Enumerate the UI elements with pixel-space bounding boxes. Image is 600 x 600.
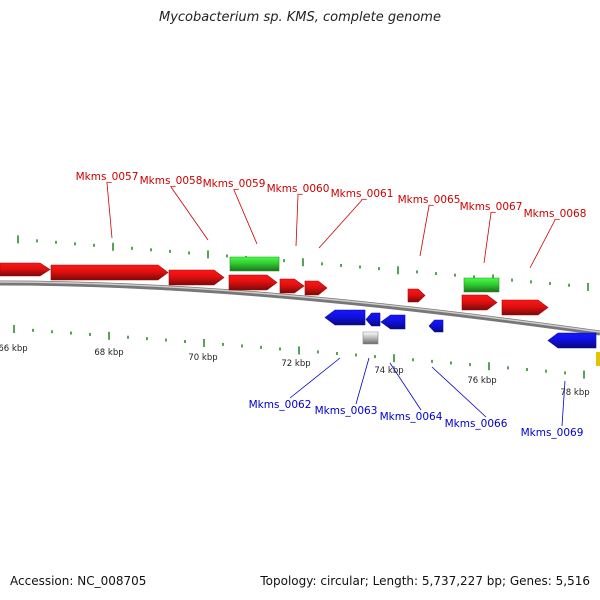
genome-backbone-highlight: [0, 281, 600, 333]
scale-label: 72 kbp: [281, 359, 310, 369]
gene-label[interactable]: Mkms_0066: [445, 418, 508, 430]
reverse-gene-feature[interactable]: [428, 319, 444, 333]
leader-line: [483, 212, 492, 264]
misc-feature[interactable]: [596, 352, 600, 366]
gene-features: [0, 256, 600, 366]
gene-label[interactable]: Mkms_0067: [460, 201, 523, 213]
leader-line: [289, 357, 341, 399]
leader-line: [318, 199, 363, 249]
leader-line: [529, 219, 556, 269]
reverse-gene-feature[interactable]: [380, 314, 406, 330]
gene-label[interactable]: Mkms_0069: [521, 427, 584, 439]
accession-label: Accession: NC_008705: [10, 574, 147, 588]
page-title: Mycobacterium sp. KMS, complete genome: [159, 10, 441, 25]
leader-line: [355, 357, 370, 405]
gene-label[interactable]: Mkms_0064: [380, 411, 443, 423]
gene-labels: Mkms_0057 Mkms_0058 Mkms_0059 Mkms_0060 Mkms…: [76, 171, 587, 439]
leader-line: [431, 366, 487, 418]
reverse-gene-feature[interactable]: [324, 309, 366, 326]
forward-gene-feature[interactable]: [279, 278, 305, 294]
genome-backbone: [0, 280, 600, 336]
genome-summary-label: Topology: circular; Length: 5,737,227 bp…: [260, 574, 590, 588]
leader-line: [106, 182, 113, 239]
label-leader-lines: [106, 182, 566, 427]
scale-label: 70 kbp: [188, 353, 217, 363]
forward-gene-feature[interactable]: [501, 299, 549, 316]
leader-line: [561, 380, 566, 427]
gene-label[interactable]: Mkms_0059: [203, 178, 266, 190]
scale-label: 66 kbp: [0, 344, 28, 354]
gene-label[interactable]: Mkms_0057: [76, 171, 139, 183]
leader-line: [170, 186, 209, 241]
rna-gene-feature[interactable]: [229, 256, 280, 272]
reverse-gene-feature[interactable]: [365, 312, 381, 327]
forward-gene-feature[interactable]: [461, 294, 498, 311]
gene-label[interactable]: Mkms_0063: [315, 405, 378, 417]
forward-gene-feature[interactable]: [50, 264, 169, 281]
inner-tick-track: [13, 324, 585, 379]
gene-label[interactable]: Mkms_0060: [267, 183, 330, 195]
leader-line: [295, 194, 299, 247]
scale-labels: 66 kbp 68 kbp 70 kbp 72 kbp 74 kbp 76 kbp 78 k…: [0, 344, 590, 398]
scale-label: 76 kbp: [467, 376, 496, 386]
scale-label: 78 kbp: [560, 388, 589, 398]
forward-gene-feature[interactable]: [228, 274, 278, 291]
gene-label[interactable]: Mkms_0068: [524, 208, 587, 220]
forward-gene-feature[interactable]: [407, 288, 426, 303]
reverse-gene-feature[interactable]: [547, 332, 597, 349]
forward-gene-feature[interactable]: [168, 269, 225, 286]
pseudo-gene-feature[interactable]: [362, 331, 379, 345]
outer-tick-track: [17, 235, 589, 291]
scale-label: 74 kbp: [374, 366, 403, 376]
leader-line: [389, 362, 422, 411]
forward-gene-feature[interactable]: [0, 262, 51, 277]
scale-label: 68 kbp: [94, 348, 123, 358]
gene-label[interactable]: Mkms_0058: [140, 175, 203, 187]
gene-label[interactable]: Mkms_0065: [398, 194, 461, 206]
leader-line: [233, 189, 258, 245]
rna-gene-feature[interactable]: [463, 277, 500, 293]
forward-gene-feature[interactable]: [304, 280, 328, 296]
leader-line: [419, 205, 430, 257]
gene-label[interactable]: Mkms_0062: [249, 399, 312, 411]
gene-label[interactable]: Mkms_0061: [331, 188, 394, 200]
